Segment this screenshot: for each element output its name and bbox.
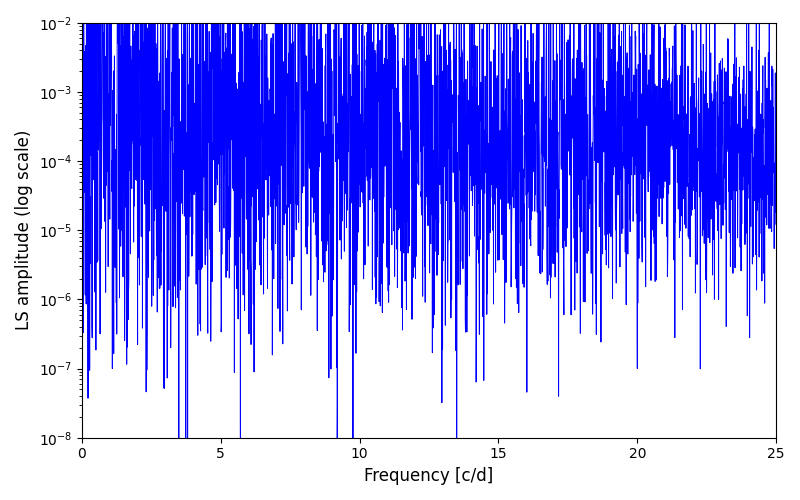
X-axis label: Frequency [c/d]: Frequency [c/d] (364, 467, 494, 485)
Y-axis label: LS amplitude (log scale): LS amplitude (log scale) (15, 130, 33, 330)
